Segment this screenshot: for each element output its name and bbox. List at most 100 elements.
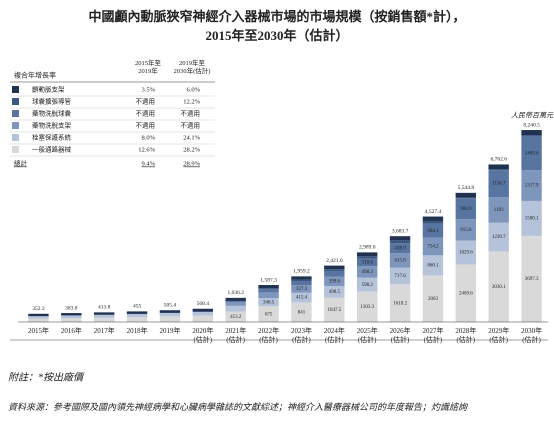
segment-label: 346.5 (263, 300, 275, 305)
table-cell: 12.6% (138, 146, 155, 153)
segment-label: 1500.1 (525, 217, 539, 222)
table-cell: 8.0% (141, 134, 155, 141)
table-total: 28.9% (183, 160, 200, 167)
table-header: 複合年增長率 (14, 71, 56, 80)
table-cell: 24.1% (183, 134, 200, 141)
total-label: 1,587.3 (260, 277, 277, 283)
table-cell: 不適用 (136, 108, 156, 117)
segment-label: 1317.9 (525, 184, 539, 189)
bar-segment (356, 277, 378, 292)
total-label: 2,989.0 (359, 245, 376, 251)
bar-segment (258, 288, 279, 290)
legend-box (10, 60, 215, 160)
bar-segment (258, 298, 279, 307)
bar-segment (225, 300, 246, 302)
table-cell: 不適用 (181, 120, 201, 129)
note: 附註：*按出廠價 (8, 371, 85, 383)
segment-label: 318.6 (362, 261, 374, 266)
segment-label: 1156.7 (492, 182, 506, 187)
bar-segment (488, 170, 509, 198)
total-label: 505.4 (164, 302, 177, 308)
table-column: 2019年至 2030年(估計) (174, 58, 211, 75)
bar-segment (225, 301, 246, 306)
segment-label: 1618.2 (393, 301, 407, 306)
bar-segment (28, 316, 49, 319)
legend-swatch (12, 98, 19, 105)
segment-label: 1047.5 (327, 308, 341, 313)
total-label: 6,762.6 (490, 157, 507, 163)
segment-label: 1230.7 (492, 235, 506, 240)
table-cell: 不適用 (181, 108, 201, 117)
x-tick-label: 2025年(估計) (357, 326, 378, 344)
bar-segment (521, 130, 542, 136)
bar-segment (324, 265, 345, 270)
bar-segment (356, 266, 378, 278)
bar-segment (422, 255, 444, 276)
bar-segment (258, 292, 279, 299)
bar-segment (258, 306, 279, 322)
bar-segment (455, 219, 477, 241)
segment-label: 3697.3 (525, 277, 539, 282)
legend-swatch (12, 122, 19, 129)
segment-label: 860.1 (427, 263, 439, 268)
bar-segment (93, 312, 115, 315)
segment-label: 915.8 (460, 228, 472, 233)
bar-segment (521, 200, 542, 236)
bar-segment (61, 313, 82, 316)
segment-label: 1303.3 (360, 305, 374, 310)
segment-label: 3030.1 (492, 285, 506, 290)
segment-label: 604.1 (427, 229, 439, 234)
x-tick-label: 2023年(估計) (291, 326, 312, 344)
segment-label: 598.2 (362, 283, 374, 288)
bar-segment (422, 220, 444, 224)
bar-segment (422, 275, 444, 322)
chart-title: 中國顱內動脈狹窄神經介入器械市場的市場規模（按銷售額*計）， (88, 9, 465, 24)
segment-label: 1103 (494, 208, 504, 213)
segment-label: 615.8 (394, 259, 406, 264)
legend-label: 一般通路器械 (32, 144, 72, 153)
table-cell: 不適用 (136, 96, 156, 105)
bar-segment (291, 292, 312, 303)
bar-segment (126, 311, 148, 314)
bar-segment (159, 310, 181, 313)
segment-label: 2003 (428, 297, 439, 302)
table-column: 2015年至 2019年 (135, 58, 162, 75)
segment-label: 717.6 (394, 274, 406, 279)
bar-segment (225, 297, 246, 301)
bar-segment (258, 289, 279, 293)
bar-segment (521, 135, 542, 171)
legend-label: 栓塞保護系統 (32, 132, 72, 141)
bar-segment (455, 240, 477, 265)
bar-segment (455, 198, 477, 220)
total-label: 383.8 (65, 305, 78, 311)
bar-segment (488, 251, 509, 322)
bar-segment (159, 312, 181, 317)
bar-segment (192, 308, 214, 312)
bar-segment (521, 135, 542, 136)
total-label: 413.8 (98, 305, 111, 311)
segment-label: 1029.6 (459, 251, 473, 256)
x-tick-label: 2028年(估計) (455, 326, 476, 344)
bar-segment (324, 297, 345, 322)
table-cell: 28.2% (183, 146, 200, 153)
bar-segment (521, 170, 542, 201)
bar-segment (126, 313, 148, 318)
table-total: 9.4% (141, 160, 155, 167)
table-total-label: 總計 (14, 158, 28, 167)
segment-label: 453.2 (230, 315, 242, 320)
bar-segment (93, 317, 115, 322)
table-cell: 12.2% (183, 98, 200, 105)
segment-label: 399.6 (329, 279, 341, 284)
bar-segment (28, 313, 49, 317)
segment-label: 2469.6 (459, 291, 473, 296)
x-tick-label: 2027年(估計) (422, 326, 443, 344)
total-label: 8,240.5 (523, 122, 540, 128)
bar-segment (291, 280, 312, 286)
table-cell: 6.0% (186, 86, 200, 93)
x-tick-label: 2020年(估計) (192, 326, 213, 344)
bar-segment (389, 284, 411, 322)
bar-segment (192, 311, 214, 316)
bar-segment (389, 240, 411, 244)
bar-segment (455, 192, 477, 198)
bar-segment (126, 317, 148, 322)
